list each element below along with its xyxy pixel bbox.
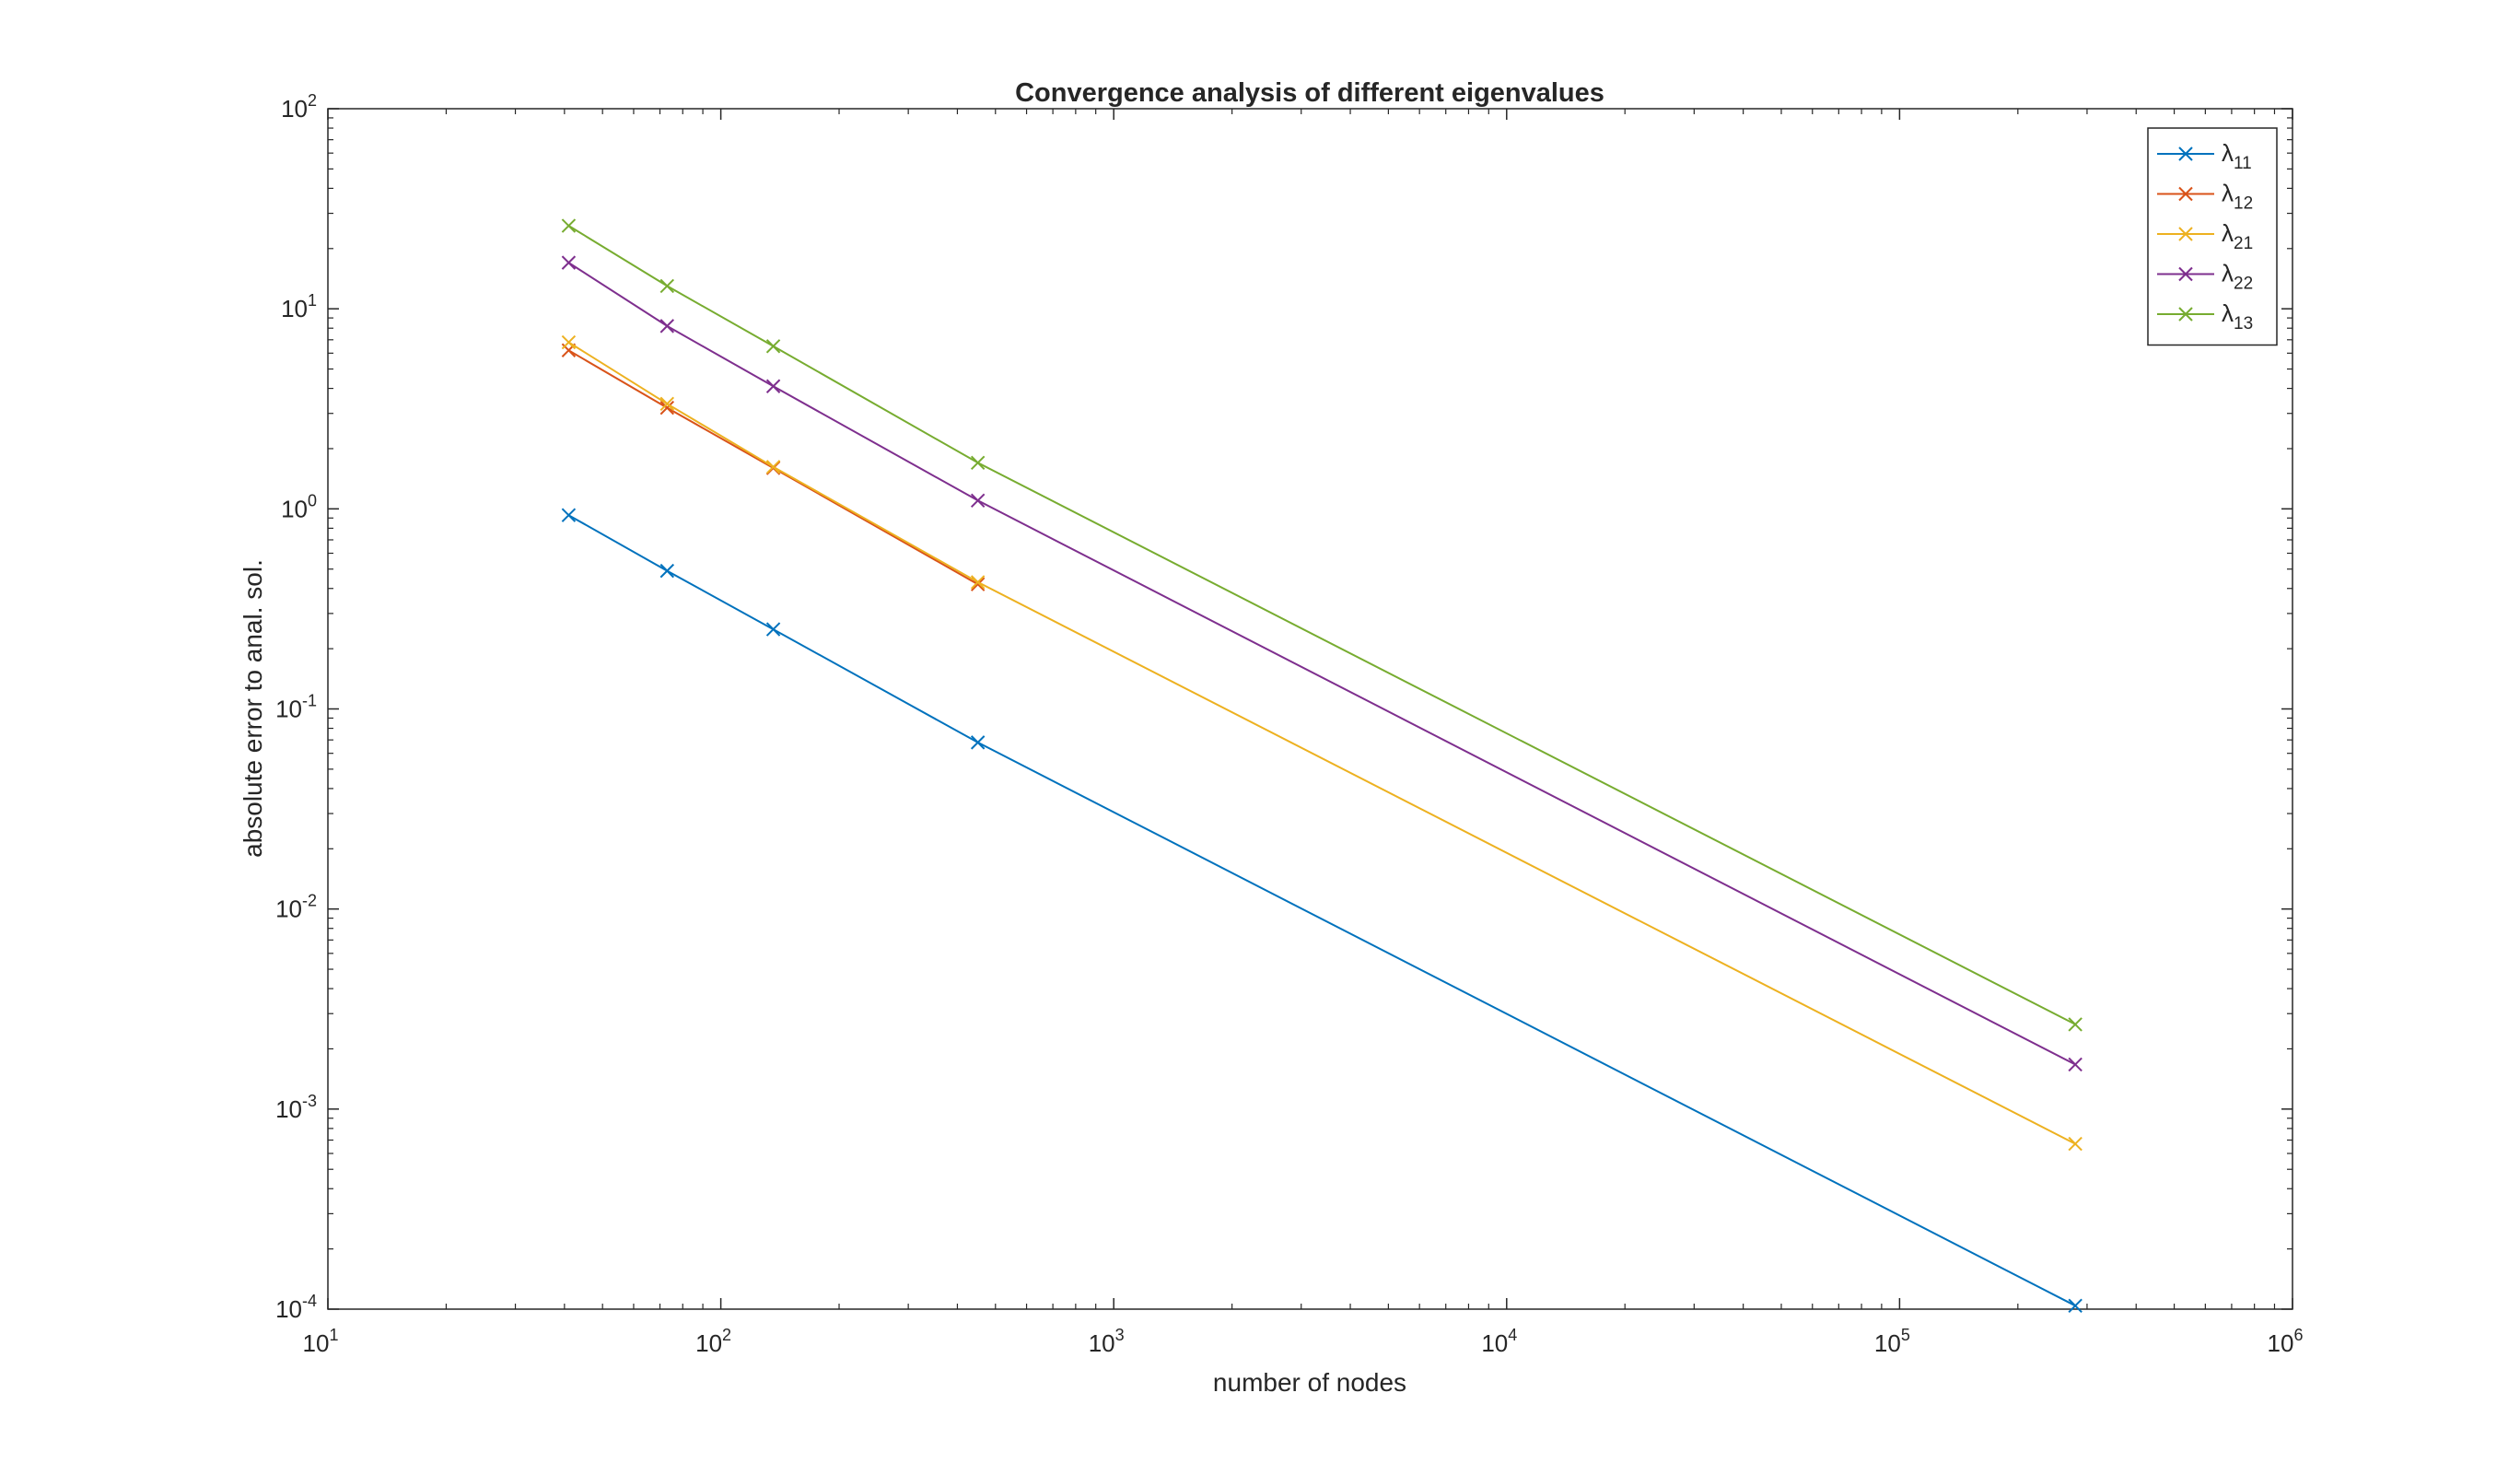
y-tick-label: 10-1 (275, 692, 317, 723)
series-22 (561, 255, 2082, 1072)
series-point-11-stroke-b (765, 622, 781, 637)
series-point-22 (659, 319, 675, 334)
legend-marker-21-stroke-b (2178, 227, 2193, 241)
legend-marker-22-stroke-b (2178, 266, 2193, 282)
series-point-22 (970, 493, 986, 509)
series-point-13-stroke-b (970, 455, 986, 470)
series-point-21-stroke-b (2068, 1136, 2082, 1152)
series-point-13-stroke-b (765, 339, 781, 354)
series-point-12-stroke-b (970, 577, 986, 591)
y-axis-label: absolute error to anal. sol. (239, 559, 267, 858)
series-line-12 (567, 349, 979, 586)
x-tick-label: 103 (1089, 1326, 1125, 1357)
y-tick-label: 10-3 (275, 1092, 317, 1123)
legend-marker-12 (2178, 186, 2193, 202)
series-point-21-stroke-b (765, 460, 781, 474)
legend-label-13: λ13 (2222, 299, 2253, 334)
series-point-22-stroke-b (765, 379, 781, 393)
series-point-22-stroke-b (2068, 1057, 2082, 1072)
legend-marker-11-stroke-b (2178, 146, 2193, 161)
y-tick-label: 10-2 (275, 892, 317, 923)
legend-label-11: λ11 (2222, 139, 2252, 173)
series-point-22 (2068, 1057, 2082, 1072)
legend-marker-11 (2178, 146, 2193, 161)
legend-marker-12-stroke-b (2178, 186, 2193, 202)
series-point-12 (659, 400, 675, 415)
plot-area: 101 102 103 104 105 106 10-4 10-3 10-2 10-1 100 101… (275, 91, 2303, 1357)
legend-marker-13 (2178, 307, 2193, 322)
series-point-22-stroke-b (561, 255, 577, 270)
series-point-21 (765, 460, 781, 474)
y-tick-label: 100 (281, 491, 317, 522)
series-point-21-stroke-b (561, 334, 577, 350)
legend-marker-13-stroke-b (2178, 307, 2193, 322)
series-point-21-stroke-b (970, 575, 986, 590)
chart-title: Convergence analysis of different eigenv… (1015, 78, 1604, 108)
series-point-11 (2068, 1298, 2082, 1314)
series-point-22-stroke-b (970, 493, 986, 509)
series-point-12-stroke-b (659, 400, 675, 415)
series-point-11-stroke-b (2068, 1298, 2082, 1314)
series-11 (561, 508, 2082, 1314)
legend-label-22: λ22 (2222, 260, 2253, 294)
series-point-13 (970, 455, 986, 470)
legend-label-12: λ12 (2222, 180, 2253, 214)
x-tick-label: 101 (303, 1326, 339, 1357)
axes-box (327, 108, 2293, 1310)
x-tick-label: 102 (695, 1326, 731, 1357)
series-point-13-stroke-b (561, 218, 577, 233)
y-tick-label: 102 (281, 91, 317, 123)
series-point-21 (2068, 1136, 2082, 1152)
y-tick-label: 101 (281, 291, 317, 322)
series-point-22 (765, 379, 781, 393)
series-point-11 (970, 735, 986, 750)
legend-marker-22 (2178, 266, 2193, 282)
x-tick-label: 104 (1481, 1326, 1517, 1357)
x-tick-label: 106 (2268, 1326, 2304, 1357)
x-axis-label: number of nodes (1213, 1368, 1406, 1397)
y-tick-label: 10-4 (275, 1292, 317, 1323)
legend: λ11 λ12 λ21 λ22 λ13 (2147, 127, 2278, 346)
legend-box (2147, 127, 2278, 346)
series-point-21 (659, 396, 675, 412)
series-point-21-stroke-b (659, 396, 675, 412)
legend-marker-21 (2178, 227, 2193, 241)
series-point-13 (659, 278, 675, 294)
series-13 (561, 218, 2082, 1032)
series-point-11-stroke-b (659, 563, 675, 579)
series-point-11 (561, 508, 577, 522)
series-point-11 (659, 563, 675, 579)
series-point-13-stroke-b (659, 278, 675, 294)
series-point-13 (2068, 1017, 2082, 1032)
legend-label-21: λ21 (2222, 219, 2253, 253)
series-point-22-stroke-b (659, 319, 675, 334)
series-point-11-stroke-b (970, 735, 986, 750)
series-point-13-stroke-b (2068, 1017, 2082, 1032)
x-tick-label: 105 (1874, 1326, 1910, 1357)
series-21 (561, 334, 2082, 1152)
series-point-21 (970, 575, 986, 590)
series-point-11 (765, 622, 781, 637)
series-point-22 (561, 255, 577, 270)
series-point-13 (765, 339, 781, 354)
series-point-11-stroke-b (561, 508, 577, 522)
series-point-13 (561, 218, 577, 233)
series-point-21 (561, 334, 577, 350)
